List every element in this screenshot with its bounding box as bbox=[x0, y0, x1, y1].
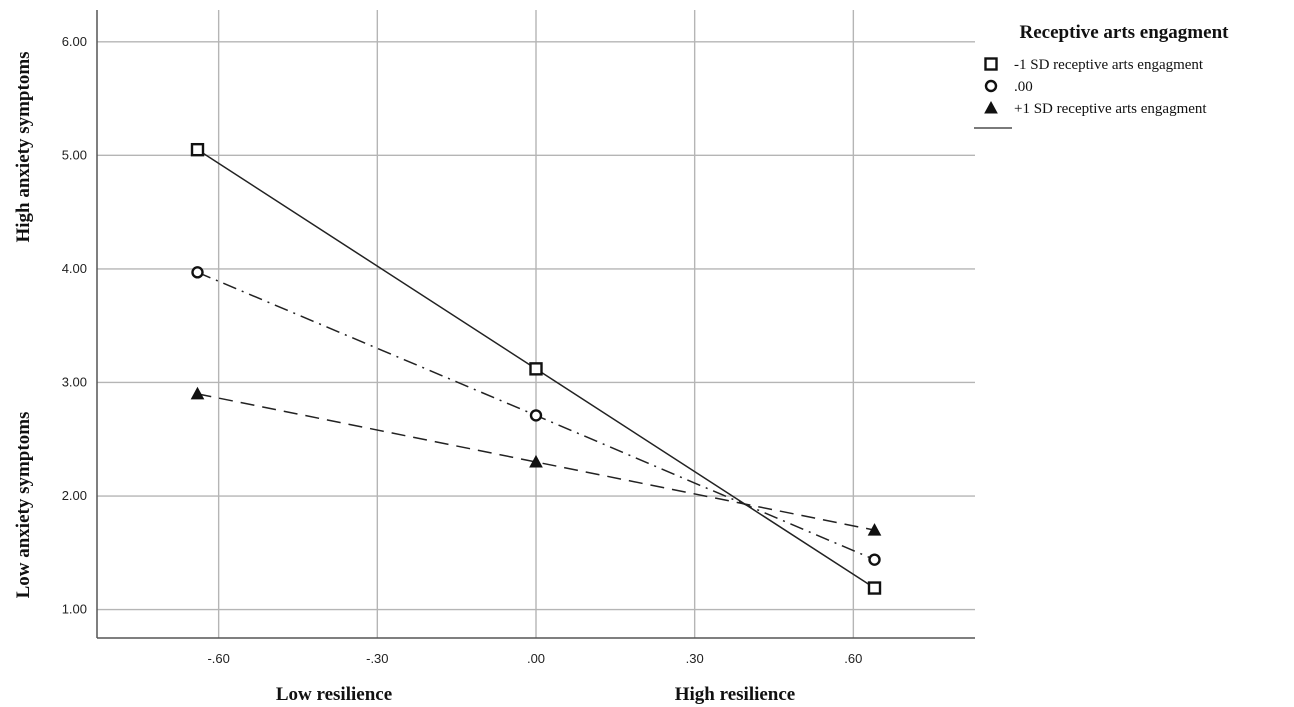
data-point-minus-1sd bbox=[190, 142, 205, 157]
y-tick-label: 6.00 bbox=[62, 34, 87, 49]
legend-title: Receptive arts engagment bbox=[1020, 22, 1230, 43]
x-annotation-low: Low resilience bbox=[276, 684, 392, 705]
axes bbox=[96, 10, 975, 639]
x-tick-label: .60 bbox=[844, 651, 862, 666]
legend: Receptive arts engagment -1 SD receptive… bbox=[974, 22, 1230, 129]
x-tick-label: .30 bbox=[686, 651, 704, 666]
data-point-minus-1sd bbox=[529, 362, 543, 376]
data-point-plus-1sd bbox=[190, 386, 205, 400]
data-point-plus-1sd bbox=[529, 454, 543, 468]
x-tick-label: -.60 bbox=[207, 651, 229, 666]
y-axis-ticks: 1.00 2.00 3.00 4.00 5.00 6.00 bbox=[62, 34, 87, 617]
grid bbox=[97, 10, 975, 638]
x-annotation-high: High resilience bbox=[675, 684, 796, 705]
y-tick-label: 4.00 bbox=[62, 261, 87, 276]
data-point-mean bbox=[191, 266, 204, 279]
x-tick-label: .00 bbox=[527, 651, 545, 666]
legend-label-minus-1sd: -1 SD receptive arts engagment bbox=[1014, 57, 1204, 73]
series-line-plus-1sd bbox=[197, 393, 875, 531]
legend-label-plus-1sd: +1 SD receptive arts engagment bbox=[1014, 101, 1207, 117]
y-annotation-high: High anxiety symptoms bbox=[13, 51, 34, 242]
legend-label-mean: .00 bbox=[1014, 79, 1033, 95]
y-tick-label: 3.00 bbox=[62, 374, 87, 389]
series-plus-1sd bbox=[190, 386, 882, 536]
data-point-plus-1sd bbox=[867, 523, 882, 536]
legend-marker-plus-1sd bbox=[984, 100, 998, 114]
legend-marker-mean bbox=[984, 79, 998, 93]
x-tick-label: -.30 bbox=[366, 651, 388, 666]
data-point-mean bbox=[868, 553, 881, 566]
y-tick-label: 1.00 bbox=[62, 602, 87, 617]
legend-marker-minus-1sd bbox=[984, 57, 998, 71]
legend-items: -1 SD receptive arts engagment .00 +1 SD r… bbox=[974, 57, 1207, 129]
data-point-minus-1sd bbox=[867, 581, 882, 595]
y-annotation-low: Low anxiety symptoms bbox=[13, 412, 34, 599]
data-point-mean bbox=[529, 409, 543, 422]
series-group bbox=[190, 142, 882, 595]
series-minus-1sd bbox=[190, 142, 882, 595]
y-tick-label: 2.00 bbox=[62, 488, 87, 503]
x-axis-ticks: -.60 -.30 .00 .30 .60 bbox=[207, 651, 862, 666]
series-mean bbox=[191, 266, 881, 566]
y-tick-label: 5.00 bbox=[62, 147, 87, 162]
